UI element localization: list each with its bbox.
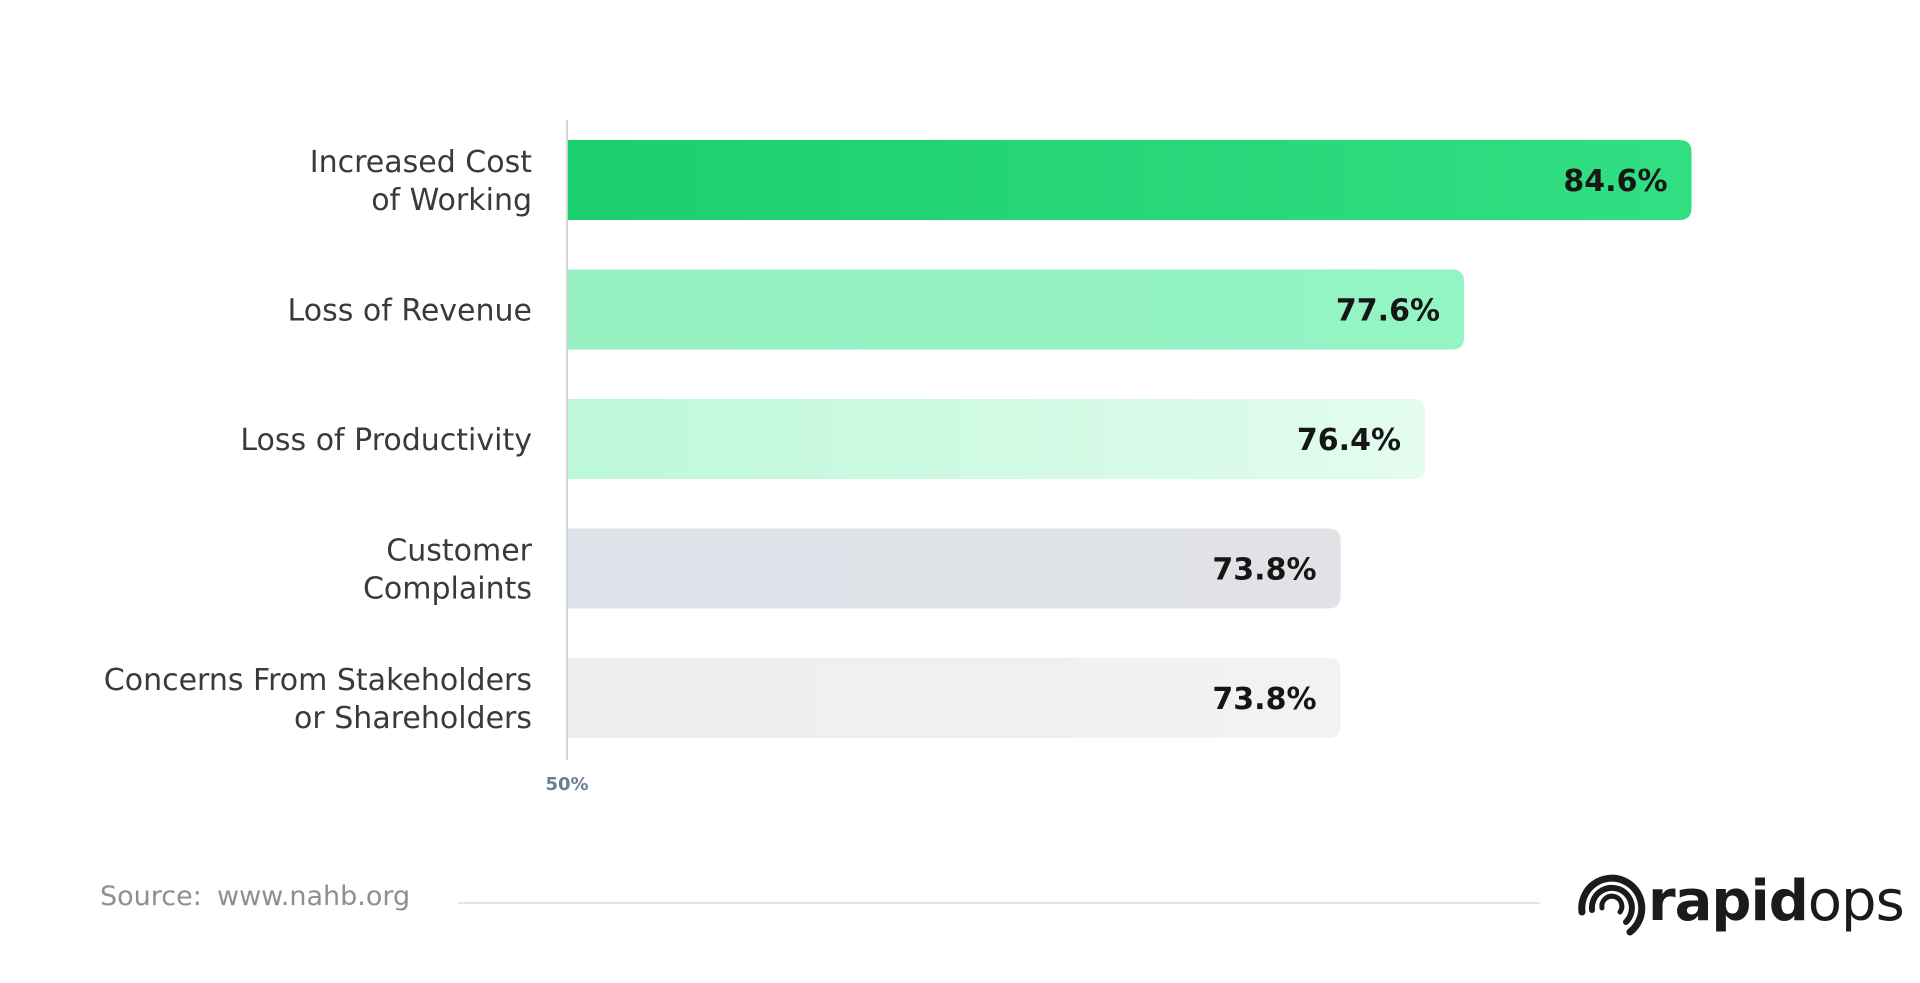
- bar: [567, 528, 1341, 609]
- bar: [567, 140, 1692, 220]
- bar-value-label: 73.8%: [1212, 553, 1316, 588]
- category-label: or Shareholders: [294, 701, 532, 736]
- source-url[interactable]: www.nahb.org: [217, 881, 410, 912]
- bar-value-label: 73.8%: [1212, 682, 1316, 717]
- brand-logo-text: rapidops: [1648, 869, 1904, 934]
- category-label: Concerns From Stakeholders: [104, 663, 532, 698]
- bar-value-label: 76.4%: [1297, 423, 1401, 458]
- category-label: Increased Cost: [310, 145, 532, 180]
- bar: [567, 399, 1425, 479]
- brand-name-bold: rapid: [1648, 869, 1808, 934]
- bar-value-label: 77.6%: [1336, 294, 1440, 329]
- category-label: of Working: [371, 183, 532, 218]
- source-label: Source:: [100, 881, 202, 912]
- bar-value-label: 84.6%: [1563, 164, 1667, 199]
- x-tick-label: 50%: [545, 774, 588, 795]
- category-label: Complaints: [363, 572, 532, 607]
- category-label: Loss of Revenue: [288, 294, 532, 329]
- value-labels-group: 84.6% 77.6% 76.4% 73.8% 73.8%: [1212, 164, 1667, 717]
- category-label: Loss of Productivity: [240, 423, 532, 458]
- category-label: Customer: [386, 534, 532, 569]
- bar: [567, 269, 1464, 350]
- bars-group: [567, 140, 1692, 738]
- bar: [567, 658, 1341, 738]
- brand-name-light: ops: [1808, 869, 1904, 934]
- swirl-logo-icon: [1578, 874, 1646, 936]
